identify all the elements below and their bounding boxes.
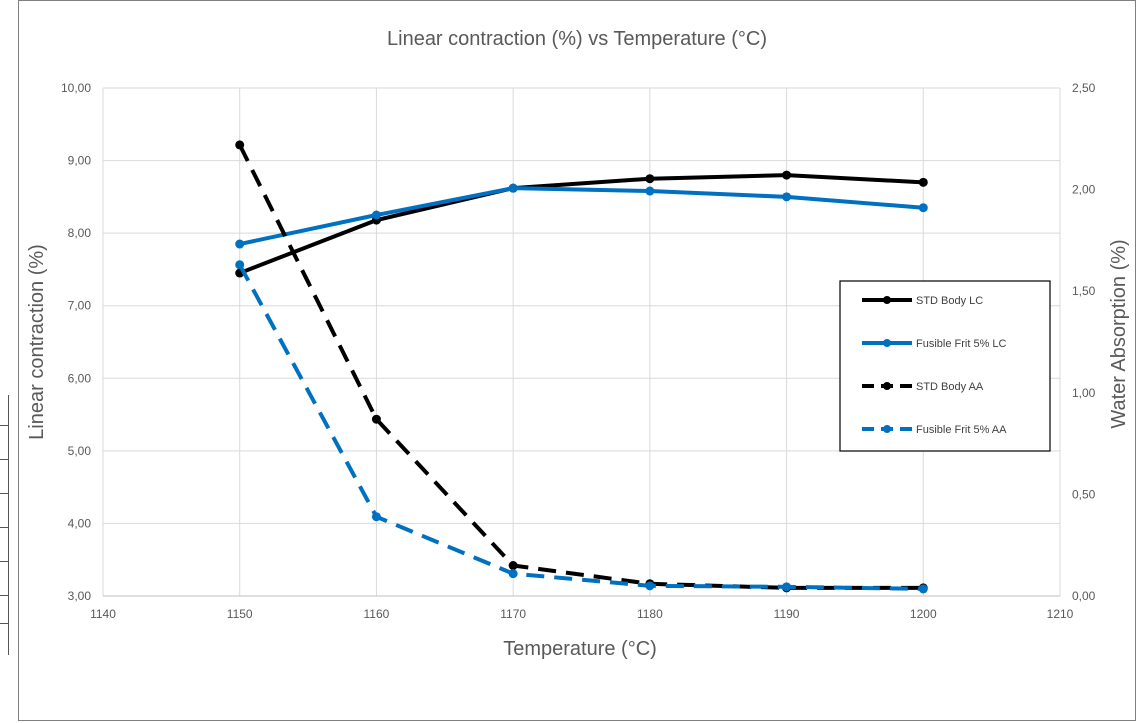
x-tick-label: 1200 [910,607,937,621]
x-tick-label: 1150 [227,607,253,621]
series-line-std-body-aa [237,144,924,590]
data-point-fusible-frit-5-aa [371,512,381,522]
y2-tick-label: 2,50 [1072,81,1096,95]
chart-title: Linear contraction (%) vs Temperature (°… [387,28,767,50]
y2-tick-label: 0,50 [1072,487,1096,501]
legend-marker-fusible-frit-5-lc [883,339,891,347]
x-axis-title: Temperature (°C) [503,638,657,660]
legend-marker-fusible-frit-5-aa [883,425,891,433]
data-point-std-body-aa [371,414,381,424]
x-tick-label: 1160 [364,607,390,621]
legend-marker-std-body-lc [883,296,891,304]
y-tick-label: 8,00 [68,226,92,240]
y-tick-label: 9,00 [68,154,92,168]
y2-tick-label: 1,00 [1072,386,1096,400]
data-point-fusible-frit-5-aa [918,584,928,594]
y-tick-label: 6,00 [68,371,92,385]
data-point-std-body-aa [235,140,245,150]
data-point-fusible-frit-5-lc [235,239,245,249]
y2-tick-label: 2,00 [1072,183,1096,197]
y2-tick-label: 0,00 [1072,589,1096,603]
x-tick-label: 1210 [1047,607,1074,621]
data-point-std-body-aa [508,561,518,571]
y2-axis-title: Water Absorption (%) [1108,239,1130,428]
y-tick-label: 5,00 [68,444,92,458]
data-point-fusible-frit-5-aa [782,582,792,592]
legend-label: STD Body LC [916,295,983,307]
legend-box [839,280,1051,452]
legend-label: STD Body AA [916,381,984,393]
series-line-fusible-frit-5-lc [239,186,924,246]
y-tick-label: 7,00 [68,299,92,313]
y-tick-label: 3,00 [68,589,92,603]
data-point-fusible-frit-5-aa [645,581,655,591]
legend-label: Fusible Frit 5% LC [916,338,1007,350]
x-tick-label: 1190 [774,607,800,621]
series-line-std-body-lc [238,173,924,275]
x-tick-label: 1180 [637,607,663,621]
data-point-fusible-frit-5-lc [918,203,928,213]
x-tick-label: 1140 [90,607,116,621]
x-tick-label: 1170 [500,607,526,621]
y-tick-label: 10,00 [61,81,91,95]
legend-marker-std-body-aa [883,382,891,390]
y-axis-title: Linear contraction (%) [26,244,48,440]
y-tick-label: 4,00 [68,516,92,530]
data-point-fusible-frit-5-lc [508,183,518,193]
y2-tick-label: 1,50 [1072,284,1096,298]
data-point-fusible-frit-5-lc [371,210,381,220]
data-point-fusible-frit-5-lc [645,186,655,196]
data-point-fusible-frit-5-aa [508,569,518,579]
data-point-fusible-frit-5-lc [782,192,792,202]
data-point-std-body-lc [782,170,792,180]
series-line-fusible-frit-5-aa [237,263,924,591]
data-point-std-body-lc [645,174,655,184]
legend-label: Fusible Frit 5% AA [916,424,1007,436]
data-point-std-body-lc [918,177,928,187]
data-point-fusible-frit-5-aa [235,260,245,270]
partial-table-edge [0,395,9,655]
